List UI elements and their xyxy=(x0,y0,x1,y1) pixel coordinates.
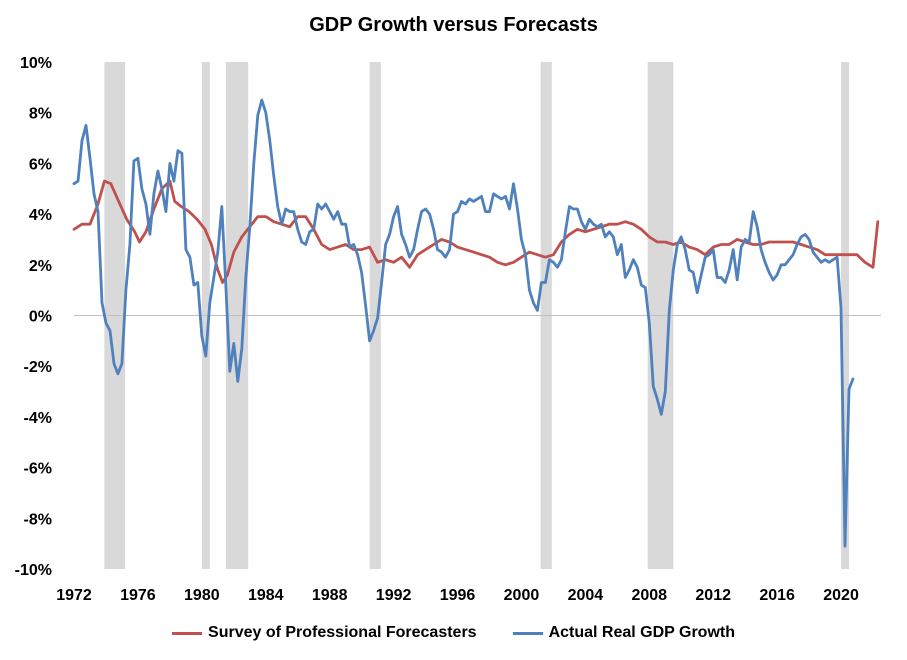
x-tick-label: 1980 xyxy=(184,587,220,604)
series-lines xyxy=(72,98,880,548)
y-tick-label: 2% xyxy=(29,258,52,275)
y-tick-label: -6% xyxy=(24,461,52,478)
x-tick-label: 2016 xyxy=(759,587,795,604)
x-tick-label: 2004 xyxy=(568,587,604,604)
x-tick-label: 2008 xyxy=(631,587,667,604)
x-tick-label: 1992 xyxy=(376,587,412,604)
x-tick-label: 1976 xyxy=(120,587,156,604)
x-tick-label: 2000 xyxy=(504,587,540,604)
y-tick-label: 0% xyxy=(29,309,52,326)
x-tick-label: 2012 xyxy=(695,587,731,604)
axes: 10% 8% 6% 4% 2% 0% -2% -4% -6% -8% -10%1972 1976 198… xyxy=(15,55,881,604)
legend-label-actual: Actual Real GDP Growth xyxy=(548,624,735,641)
y-tick-label: 6% xyxy=(29,156,52,173)
legend-swatch-actual xyxy=(512,631,543,635)
legend-swatch-forecasters xyxy=(172,631,203,635)
x-tick-label: 1984 xyxy=(248,587,284,604)
chart-title: GDP Growth versus Forecasts xyxy=(309,14,598,36)
x-tick-label: 1996 xyxy=(440,587,476,604)
x-tick-label: 1972 xyxy=(56,587,92,604)
legend-item-forecasters: Survey of Professional Forecasters xyxy=(172,624,477,642)
y-tick-label: -8% xyxy=(24,511,52,528)
y-tick-label: -10% xyxy=(15,562,52,579)
x-tick-label: 2020 xyxy=(823,587,859,604)
legend-label-forecasters: Survey of Professional Forecasters xyxy=(208,624,477,641)
y-tick-label: 8% xyxy=(29,106,52,123)
y-tick-label: 4% xyxy=(29,207,52,224)
x-tick-label: 1988 xyxy=(312,587,348,604)
series-line-forecasters xyxy=(72,179,880,284)
legend-item-actual: Actual Real GDP Growth xyxy=(512,624,735,642)
y-tick-label: -4% xyxy=(24,410,52,427)
legend: Survey of Professional Forecasters Actua… xyxy=(0,624,907,642)
series-line-actual xyxy=(72,98,855,548)
y-tick-label: 10% xyxy=(20,55,52,72)
y-tick-label: -2% xyxy=(24,359,52,376)
